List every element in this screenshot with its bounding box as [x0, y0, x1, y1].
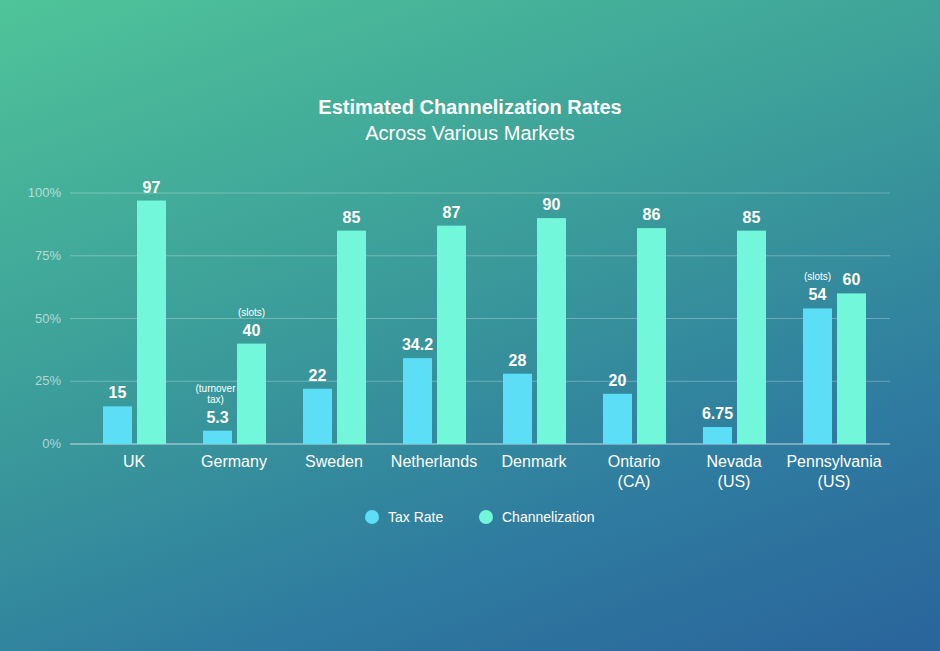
data-label: 60: [843, 271, 861, 288]
data-label: 86: [643, 206, 661, 223]
x-tick-label: Sweden: [305, 453, 363, 470]
x-tick-line: (US): [718, 473, 751, 490]
legend-swatch: [479, 510, 493, 524]
data-label: 40: [243, 322, 261, 339]
annotation: (slots): [238, 307, 265, 318]
legend-label: Tax Rate: [388, 509, 443, 525]
bar: [337, 231, 366, 444]
bar: [437, 226, 466, 444]
bar: [203, 431, 232, 444]
title: Estimated Channelization Rates: [318, 96, 621, 118]
x-tick-line: Pennsylvania: [786, 453, 881, 470]
x-tick-line: Sweden: [305, 453, 363, 470]
bar: [103, 406, 132, 444]
data-label: 54: [809, 286, 827, 303]
bar: [803, 308, 832, 444]
x-tick-line: Denmark: [502, 453, 568, 470]
bar: [537, 218, 566, 444]
x-axis-line: [70, 444, 890, 445]
x-tick-line: Nevada: [706, 453, 761, 470]
x-tick-line: (CA): [618, 473, 651, 490]
y-tick-label: 0%: [42, 436, 61, 451]
grid-line: [70, 193, 890, 194]
legend: Tax Rate Channelization: [365, 509, 595, 525]
annotation: (turnovertax): [195, 383, 236, 405]
data-label: 85: [743, 209, 761, 226]
bar: [303, 389, 332, 444]
x-tick-line: UK: [123, 453, 146, 470]
data-label: 97: [143, 179, 161, 196]
bar: [837, 293, 866, 444]
grid-line: [70, 255, 890, 256]
y-tick-label: 50%: [35, 311, 61, 326]
x-tick-label: Germany: [201, 453, 267, 470]
annotation-line: (slots): [238, 307, 265, 318]
bar: [403, 358, 432, 444]
annotation-line: (turnover: [195, 383, 236, 394]
legend-swatch: [365, 510, 379, 524]
data-label: 6.75: [702, 405, 733, 422]
bar: [737, 231, 766, 444]
data-label: 5.3: [206, 409, 228, 426]
data-label: 90: [543, 196, 561, 213]
grid-line: [70, 444, 890, 445]
data-label: 85: [343, 209, 361, 226]
bar: [603, 394, 632, 444]
y-tick-label: 25%: [35, 373, 61, 388]
x-tick-label: Denmark: [502, 453, 568, 470]
grid-line: [70, 318, 890, 319]
data-label: 87: [443, 204, 461, 221]
data-label: 20: [609, 372, 627, 389]
data-label: 28: [509, 352, 527, 369]
x-tick-label: Netherlands: [391, 453, 477, 470]
bar: [237, 344, 266, 444]
legend-label: Channelization: [502, 509, 595, 525]
annotation-line: (slots): [804, 271, 831, 282]
x-tick-line: (US): [818, 473, 851, 490]
annotation-line: tax): [207, 394, 224, 405]
x-tick-line: Ontario: [608, 453, 661, 470]
y-tick-label: 75%: [35, 248, 61, 263]
bar: [503, 374, 532, 444]
y-tick-label: 100%: [28, 185, 62, 200]
x-tick-label: Pennsylvania (US): [786, 453, 881, 490]
x-tick-label: Ontario (CA): [608, 453, 661, 490]
data-label: 15: [109, 384, 127, 401]
chart: Estimated Channelization Rates Across Var…: [0, 0, 940, 651]
data-labels: 15 5.3 (turnovertax) 22 34.2 28 20 6.75 54 (slots…: [109, 179, 861, 426]
bar: [637, 228, 666, 444]
subtitle: Across Various Markets: [365, 122, 575, 144]
x-tick-line: Germany: [201, 453, 267, 470]
data-label: 34.2: [402, 336, 433, 353]
x-tick-label: Nevada (US): [706, 453, 761, 490]
grid-line: [70, 381, 890, 382]
bar: [137, 201, 166, 444]
bars: [103, 201, 866, 444]
bar: [703, 427, 732, 444]
x-tick-line: Netherlands: [391, 453, 477, 470]
x-tick-label: UK: [123, 453, 146, 470]
annotation: (slots): [804, 271, 831, 282]
data-label: 22: [309, 367, 327, 384]
